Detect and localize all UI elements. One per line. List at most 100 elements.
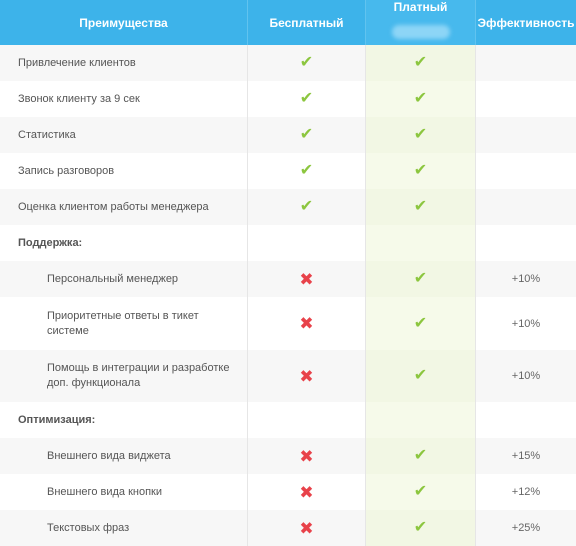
check-icon: ✔ — [413, 367, 428, 384]
header-paid: Платный — [366, 0, 476, 45]
feature-label: Звонок клиенту за 9 сек — [0, 81, 248, 117]
efficiency-cell: +10% — [476, 350, 576, 402]
check-icon: ✔ — [413, 447, 428, 464]
cross-icon: ✖ — [299, 446, 314, 466]
paid-cell: ✔ — [366, 510, 476, 546]
table-row: Внешнего вида кнопки ✖ ✔ +12% — [0, 474, 576, 510]
efficiency-cell — [476, 153, 576, 189]
table-row: Текстовых фраз ✖ ✔ +25% — [0, 510, 576, 546]
paid-cell: ✔ — [366, 81, 476, 117]
efficiency-value: +12% — [511, 486, 541, 498]
free-cell: ✔ — [248, 117, 366, 153]
feature-label: Персональный менеджер — [0, 261, 248, 297]
efficiency-cell: +15% — [476, 438, 576, 474]
check-icon: ✔ — [413, 90, 428, 107]
section-row: Поддержка: — [0, 225, 576, 261]
paid-cell: ✔ — [366, 350, 476, 402]
efficiency-cell: +25% — [476, 510, 576, 546]
blurred-price — [391, 25, 450, 39]
header-paid-label: Платный — [393, 0, 448, 14]
feature-label: Внешнего вида кнопки — [0, 474, 248, 510]
free-cell: ✖ — [248, 474, 366, 510]
table-row: Персональный менеджер ✖ ✔ +10% — [0, 261, 576, 297]
feature-label: Помощь в интеграции и разработке доп. фу… — [0, 350, 248, 402]
table-row: Статистика ✔ ✔ — [0, 117, 576, 153]
check-icon: ✔ — [413, 314, 428, 332]
efficiency-value: +10% — [511, 317, 541, 330]
free-cell: ✖ — [248, 350, 366, 402]
paid-cell: ✔ — [366, 297, 476, 350]
paid-cell: ✔ — [366, 153, 476, 189]
paid-cell: ✔ — [366, 189, 476, 225]
paid-cell: ✔ — [366, 438, 476, 474]
efficiency-cell: +10% — [476, 261, 576, 297]
header-efficiency: Эффективность — [477, 15, 575, 30]
section-title: Поддержка: — [0, 225, 248, 261]
table-row: Внешнего вида виджета ✖ ✔ +15% — [0, 438, 576, 474]
free-cell: ✖ — [248, 261, 366, 297]
check-icon: ✔ — [299, 198, 314, 215]
feature-label: Приоритетные ответы в тикет системе — [0, 297, 248, 350]
check-icon: ✔ — [413, 483, 428, 500]
check-icon: ✔ — [299, 126, 314, 143]
feature-label: Привлечение клиентов — [0, 45, 248, 81]
efficiency-cell — [476, 117, 576, 153]
section-row: Оптимизация: — [0, 402, 576, 438]
cross-icon: ✖ — [299, 366, 314, 386]
feature-label: Статистика — [0, 117, 248, 153]
free-cell: ✔ — [248, 189, 366, 225]
efficiency-value: +15% — [511, 450, 541, 462]
check-icon: ✔ — [413, 126, 428, 143]
efficiency-cell — [476, 189, 576, 225]
header-free: Бесплатный — [248, 0, 366, 45]
free-cell: ✔ — [248, 45, 366, 81]
check-icon: ✔ — [413, 54, 428, 71]
check-icon: ✔ — [299, 90, 314, 107]
cross-icon: ✖ — [299, 314, 314, 333]
table-body: Привлечение клиентов ✔ ✔ Звонок клиенту за … — [0, 45, 576, 546]
free-cell — [248, 225, 366, 261]
check-icon: ✔ — [413, 162, 428, 179]
free-cell: ✖ — [248, 510, 366, 546]
feature-label: Запись разговоров — [0, 153, 248, 189]
cross-icon: ✖ — [299, 518, 314, 538]
check-icon: ✔ — [413, 198, 428, 215]
table-row: Звонок клиенту за 9 сек ✔ ✔ — [0, 81, 576, 117]
table-header: Преимущества Бесплатный Платный Эффектив… — [0, 0, 576, 45]
feature-label: Текстовых фраз — [0, 510, 248, 546]
efficiency-cell: +12% — [476, 474, 576, 510]
efficiency-cell — [476, 45, 576, 81]
paid-cell: ✔ — [366, 117, 476, 153]
paid-cell: ✔ — [366, 261, 476, 297]
efficiency-value: +10% — [511, 273, 541, 285]
table-row: Оценка клиентом работы менеджера ✔ ✔ — [0, 189, 576, 225]
feature-label: Оценка клиентом работы менеджера — [0, 189, 248, 225]
free-cell: ✔ — [248, 81, 366, 117]
efficiency-cell — [476, 81, 576, 117]
check-icon: ✔ — [413, 519, 428, 536]
section-title: Оптимизация: — [0, 402, 248, 438]
efficiency-cell: +10% — [476, 297, 576, 350]
free-cell: ✖ — [248, 438, 366, 474]
table-row: Привлечение клиентов ✔ ✔ — [0, 45, 576, 81]
table-row: Помощь в интеграции и разработке доп. фу… — [0, 350, 576, 402]
cross-icon: ✖ — [299, 482, 314, 502]
paid-cell: ✔ — [366, 474, 476, 510]
check-icon: ✔ — [299, 162, 314, 179]
paid-cell — [366, 225, 476, 261]
check-icon: ✔ — [413, 270, 428, 287]
table-row: Запись разговоров ✔ ✔ — [0, 153, 576, 189]
efficiency-value: +25% — [511, 522, 541, 534]
check-icon: ✔ — [299, 54, 314, 71]
cross-icon: ✖ — [299, 269, 314, 289]
table-row: Приоритетные ответы в тикет системе ✖ ✔ +10… — [0, 297, 576, 350]
feature-label: Внешнего вида виджета — [0, 438, 248, 474]
paid-cell: ✔ — [366, 45, 476, 81]
efficiency-cell — [476, 402, 576, 438]
free-cell — [248, 402, 366, 438]
free-cell: ✔ — [248, 153, 366, 189]
efficiency-cell — [476, 225, 576, 261]
free-cell: ✖ — [248, 297, 366, 350]
header-advantages: Преимущества — [0, 0, 248, 45]
